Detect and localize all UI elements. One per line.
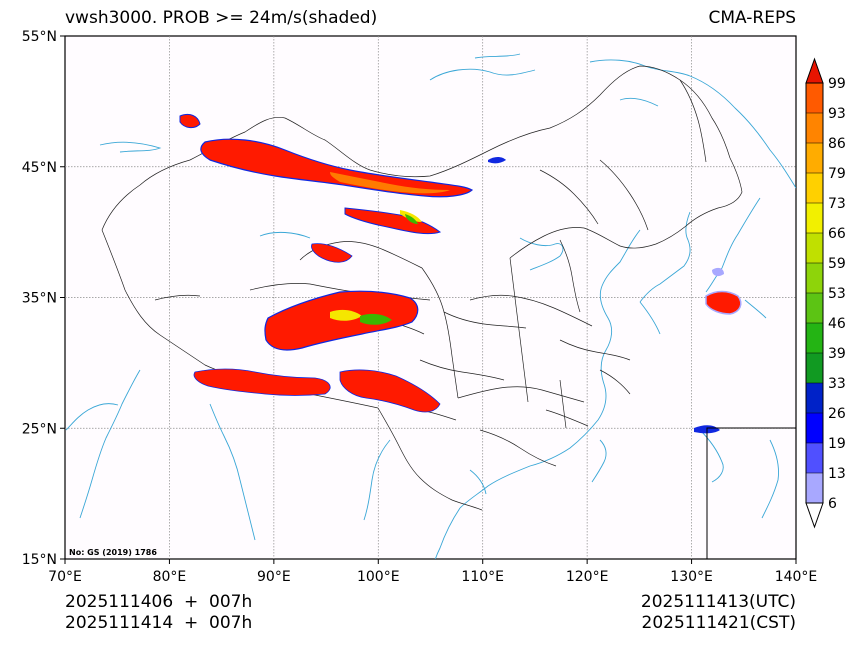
colorbar-segment xyxy=(806,143,823,173)
colorbar-segment xyxy=(806,353,823,383)
latitude-axis: 55°N 45°N 35°N 25°N 15°N xyxy=(22,29,65,568)
init-time-utc: 2025111406 + 007h xyxy=(65,592,253,612)
prob-patch-hexi-green xyxy=(405,214,418,224)
lon-tick-label: 100°E xyxy=(357,569,400,585)
lat-tick-label: 35°N xyxy=(22,291,57,307)
colorbar-label: 66 xyxy=(828,226,846,242)
colorbar-over-triangle xyxy=(805,57,824,84)
map-layers xyxy=(65,53,796,559)
model-name: CMA-REPS xyxy=(708,8,796,28)
prob-patch-hexi-yellow xyxy=(400,210,422,222)
colorbar-segment xyxy=(806,413,823,443)
prob-patch-tianshan-orange xyxy=(330,172,450,194)
valid-time-cst: 2025111421(CST) xyxy=(641,613,796,633)
footer-valid-time: 2025111413(UTC) 2025111421(CST) xyxy=(641,592,796,634)
colorbar-segment xyxy=(806,383,823,413)
prob-patch-japan xyxy=(705,290,742,315)
colorbar-segment xyxy=(806,263,823,293)
colorbar-label: 46 xyxy=(828,316,846,332)
colorbar-segment xyxy=(806,293,823,323)
approval-number: No: GS (2019) 1786 xyxy=(69,548,157,557)
prob-patch-hexi xyxy=(344,207,442,235)
prob-patch-tianshan xyxy=(200,138,474,198)
colorbar-segment xyxy=(806,473,823,503)
colorbar-label: 33 xyxy=(828,376,846,392)
footer-init-time: 2025111406 + 007h 2025111414 + 007h xyxy=(65,592,252,634)
prob-patch-neimongol xyxy=(488,157,506,164)
colorbar-label: 26 xyxy=(828,406,846,422)
colorbar-segment xyxy=(806,173,823,203)
coastlines xyxy=(65,53,796,559)
lat-tick-label: 25°N xyxy=(22,421,57,437)
colorbar-segment xyxy=(806,113,823,143)
longitude-axis: 70°E 80°E 90°E 100°E 110°E 120°E 130°E 140°E xyxy=(48,559,817,585)
colorbar-label: 93 xyxy=(828,106,846,122)
colorbar-label: 19 xyxy=(828,436,846,452)
lon-tick-label: 140°E xyxy=(775,569,818,585)
lon-tick-label: 110°E xyxy=(461,569,504,585)
colorbar-label: 99 xyxy=(828,76,846,92)
lon-tick-label: 80°E xyxy=(153,569,187,585)
provincial-borders xyxy=(101,65,743,511)
prob-patch-qinghai-green xyxy=(360,313,392,325)
prob-patch-hengduan xyxy=(339,369,441,413)
prob-patch-qaidam xyxy=(311,243,353,263)
lat-tick-label: 55°N xyxy=(22,29,57,45)
lon-tick-label: 130°E xyxy=(670,569,713,585)
prob-patch-qinghai-yellow xyxy=(330,309,362,321)
colorbar-label: 39 xyxy=(828,346,846,362)
prob-patch-korea xyxy=(712,267,724,277)
colorbar-label: 86 xyxy=(828,136,846,152)
colorbar: 6 13 19 26 33 39 46 53 59 66 73 79 86 93 99 xyxy=(805,57,846,529)
colorbar-label: 73 xyxy=(828,196,846,212)
init-time-cst: 2025111414 + 007h xyxy=(65,613,253,633)
prob-patch-himalaya xyxy=(193,368,331,396)
lon-tick-label: 120°E xyxy=(566,569,609,585)
colorbar-under-triangle xyxy=(805,502,824,529)
map-title: vwsh3000. PROB >= 24m/s(shaded) xyxy=(65,8,378,28)
colorbar-segment xyxy=(806,323,823,353)
colorbar-segment xyxy=(806,83,823,113)
colorbar-label: 53 xyxy=(828,286,846,302)
prob-patch-junggar xyxy=(179,113,201,129)
colorbar-segment xyxy=(806,233,823,263)
south-china-sea-inset xyxy=(706,427,797,560)
valid-time-utc: 2025111413(UTC) xyxy=(640,592,796,612)
colorbar-label: 59 xyxy=(828,256,846,272)
lon-tick-label: 90°E xyxy=(257,569,291,585)
colorbar-label: 79 xyxy=(828,166,846,182)
lon-tick-label: 70°E xyxy=(48,569,82,585)
lat-tick-label: 45°N xyxy=(22,160,57,176)
probability-shading xyxy=(179,113,742,434)
colorbar-segment xyxy=(806,443,823,473)
colorbar-label: 6 xyxy=(828,496,837,512)
colorbar-segment xyxy=(806,203,823,233)
lat-tick-label: 15°N xyxy=(22,552,57,568)
colorbar-label: 13 xyxy=(828,466,846,482)
